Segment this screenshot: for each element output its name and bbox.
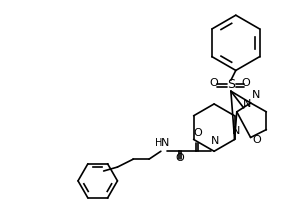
Text: O: O (253, 135, 261, 145)
Text: S: S (227, 78, 235, 91)
Text: N: N (232, 126, 240, 136)
Text: N: N (252, 90, 260, 100)
Text: O: O (209, 78, 218, 88)
Text: H: H (155, 138, 162, 148)
Text: O: O (242, 78, 250, 88)
Text: O: O (194, 128, 202, 138)
Text: N: N (211, 136, 220, 146)
Text: N: N (161, 138, 169, 148)
Text: N: N (243, 99, 251, 109)
Text: O: O (176, 153, 184, 163)
